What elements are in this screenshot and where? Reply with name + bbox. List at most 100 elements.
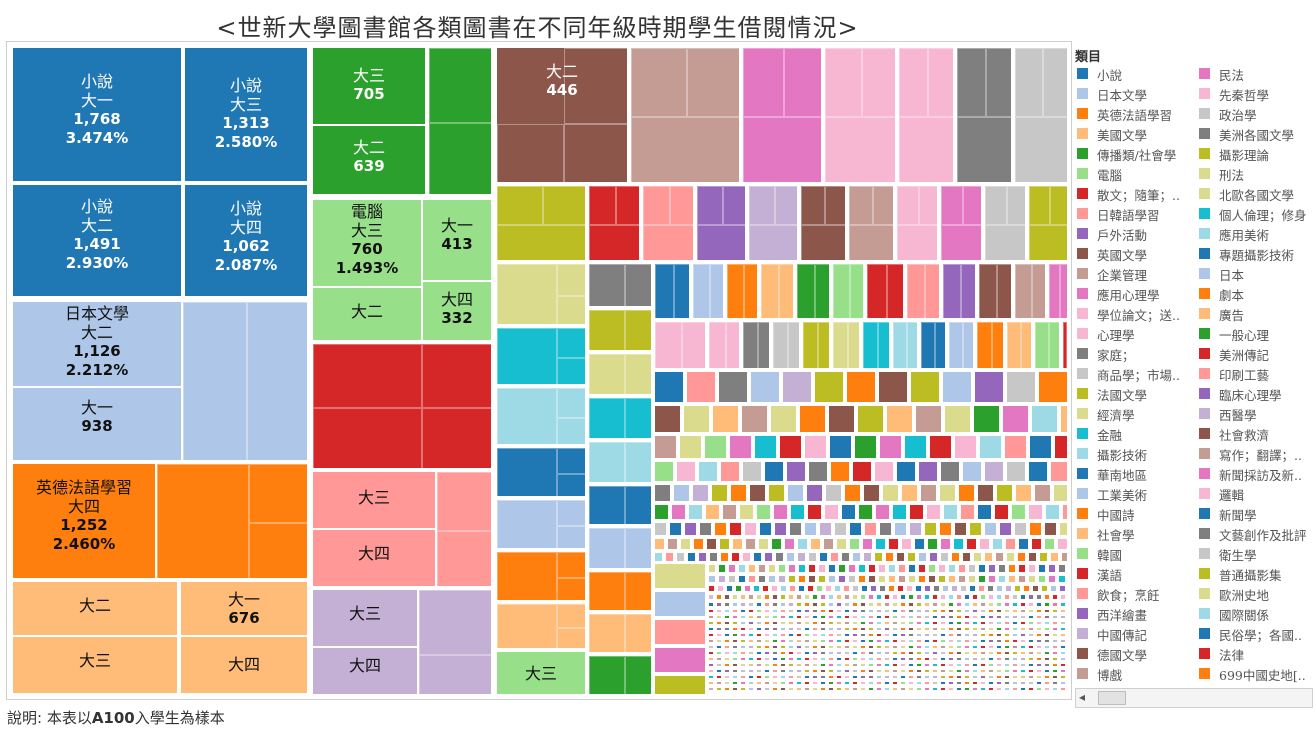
- treemap-small-cell[interactable]: [1007, 563, 1017, 574]
- legend-item[interactable]: 廣告: [1196, 304, 1314, 324]
- treemap-small-cell[interactable]: [1043, 644, 1051, 650]
- treemap-small-cell[interactable]: [848, 521, 863, 537]
- treemap-small-cell[interactable]: [723, 626, 731, 632]
- treemap-small-cell[interactable]: [725, 584, 734, 593]
- treemap-small-cell[interactable]: [1027, 638, 1035, 644]
- treemap-small-cell[interactable]: [1019, 686, 1027, 692]
- treemap-small-cell[interactable]: [923, 626, 931, 632]
- treemap-small-cell[interactable]: [723, 608, 731, 614]
- legend-item[interactable]: 企業管理: [1074, 264, 1192, 284]
- treemap-small-cell[interactable]: [707, 601, 715, 608]
- treemap-small-cell[interactable]: [795, 656, 803, 662]
- treemap-cell[interactable]: [587, 526, 655, 572]
- treemap-small-cell[interactable]: [787, 632, 795, 638]
- treemap-small-cell[interactable]: [867, 662, 875, 668]
- treemap-small-cell[interactable]: [723, 601, 731, 608]
- treemap-small-cell[interactable]: [1003, 601, 1011, 608]
- treemap-small-cell[interactable]: [891, 638, 899, 644]
- treemap-small-cell[interactable]: [891, 626, 899, 632]
- treemap-small-cell[interactable]: [798, 404, 827, 434]
- treemap-small-cell[interactable]: [1049, 584, 1058, 593]
- treemap-small-cell[interactable]: [867, 626, 875, 632]
- treemap-small-cell[interactable]: [1051, 680, 1059, 686]
- treemap-small-cell[interactable]: [939, 620, 947, 626]
- treemap-small-cell[interactable]: [707, 632, 715, 638]
- treemap-small-cell[interactable]: [979, 674, 987, 680]
- treemap-small-cell[interactable]: [857, 503, 874, 521]
- treemap-small-cell[interactable]: [818, 521, 833, 537]
- legend-item[interactable]: 衛生學: [1196, 544, 1314, 564]
- treemap-cell[interactable]: [983, 184, 1029, 264]
- treemap-small-cell[interactable]: [907, 674, 915, 680]
- treemap-small-cell[interactable]: [752, 551, 763, 563]
- treemap-small-cell[interactable]: [856, 404, 885, 434]
- treemap-small-cell[interactable]: [955, 662, 963, 668]
- treemap-small-cell[interactable]: [739, 680, 747, 686]
- treemap-small-cell[interactable]: [707, 584, 716, 593]
- treemap-small-cell[interactable]: [875, 686, 883, 692]
- treemap-cell[interactable]: [795, 262, 833, 322]
- treemap-small-cell[interactable]: [1019, 638, 1027, 644]
- treemap-small-cell[interactable]: [923, 692, 931, 696]
- treemap-small-cell[interactable]: [1017, 563, 1027, 574]
- treemap-small-cell[interactable]: [731, 650, 739, 656]
- treemap-small-cell[interactable]: [939, 632, 947, 638]
- treemap-small-cell[interactable]: [785, 460, 807, 483]
- treemap-cell[interactable]: [831, 262, 867, 322]
- treemap-small-cell[interactable]: [755, 692, 763, 696]
- legend-item[interactable]: 經濟學: [1074, 404, 1192, 424]
- treemap-small-cell[interactable]: [707, 574, 717, 584]
- treemap-small-cell[interactable]: [704, 503, 721, 521]
- treemap-small-cell[interactable]: [787, 620, 795, 626]
- treemap-small-cell[interactable]: [997, 574, 1007, 584]
- treemap-small-cell[interactable]: [731, 662, 739, 668]
- treemap-small-cell[interactable]: [955, 620, 963, 626]
- treemap-small-cell[interactable]: [803, 614, 811, 620]
- treemap-small-cell[interactable]: [1027, 680, 1035, 686]
- treemap-small-cell[interactable]: [895, 551, 906, 563]
- treemap-cell[interactable]: [587, 262, 655, 310]
- treemap-cell[interactable]: [495, 386, 589, 448]
- treemap-small-cell[interactable]: [771, 656, 779, 662]
- treemap-cell[interactable]: [895, 184, 941, 264]
- treemap-small-cell[interactable]: [1051, 644, 1059, 650]
- treemap-small-cell[interactable]: [843, 650, 851, 656]
- treemap-small-cell[interactable]: [947, 638, 955, 644]
- treemap-small-cell[interactable]: [950, 584, 959, 593]
- treemap-small-cell[interactable]: [995, 601, 1003, 608]
- treemap-small-cell[interactable]: [774, 551, 785, 563]
- treemap-small-cell[interactable]: [1058, 584, 1067, 593]
- treemap-small-cell[interactable]: [963, 614, 971, 620]
- treemap-small-cell[interactable]: [953, 521, 968, 537]
- treemap-small-cell[interactable]: [675, 460, 697, 483]
- treemap-small-cell[interactable]: [827, 404, 856, 434]
- treemap-small-cell[interactable]: [811, 650, 819, 656]
- treemap-small-cell[interactable]: [803, 608, 811, 614]
- treemap-small-cell[interactable]: [713, 521, 728, 537]
- treemap-small-cell[interactable]: [747, 601, 755, 608]
- treemap-small-cell[interactable]: [727, 563, 737, 574]
- treemap-small-cell[interactable]: [788, 584, 797, 593]
- treemap-small-cell[interactable]: [835, 686, 843, 692]
- treemap-cell[interactable]: 大一 676: [179, 580, 309, 637]
- treemap-small-cell[interactable]: [747, 644, 755, 650]
- treemap-small-cell[interactable]: [897, 563, 907, 574]
- treemap-small-cell[interactable]: [811, 692, 819, 696]
- treemap-small-cell[interactable]: [717, 563, 727, 574]
- treemap-small-cell[interactable]: [883, 686, 891, 692]
- treemap-small-cell[interactable]: [1027, 644, 1035, 650]
- treemap-small-cell[interactable]: [998, 521, 1013, 537]
- treemap-small-cell[interactable]: [995, 593, 1003, 601]
- treemap-small-cell[interactable]: [1019, 662, 1027, 668]
- treemap-small-cell[interactable]: [883, 620, 891, 626]
- treemap-small-cell[interactable]: [931, 632, 939, 638]
- treemap-small-cell[interactable]: [747, 662, 755, 668]
- treemap-small-cell[interactable]: [843, 692, 851, 696]
- treemap-small-cell[interactable]: [1035, 686, 1043, 692]
- treemap-small-cell[interactable]: [939, 593, 947, 601]
- treemap-cell[interactable]: 小說 大三 1,313 2.580%: [183, 46, 309, 183]
- treemap-small-cell[interactable]: [835, 674, 843, 680]
- treemap-small-cell[interactable]: [715, 626, 723, 632]
- treemap-small-cell[interactable]: [1043, 601, 1051, 608]
- treemap-small-cell[interactable]: [763, 608, 771, 614]
